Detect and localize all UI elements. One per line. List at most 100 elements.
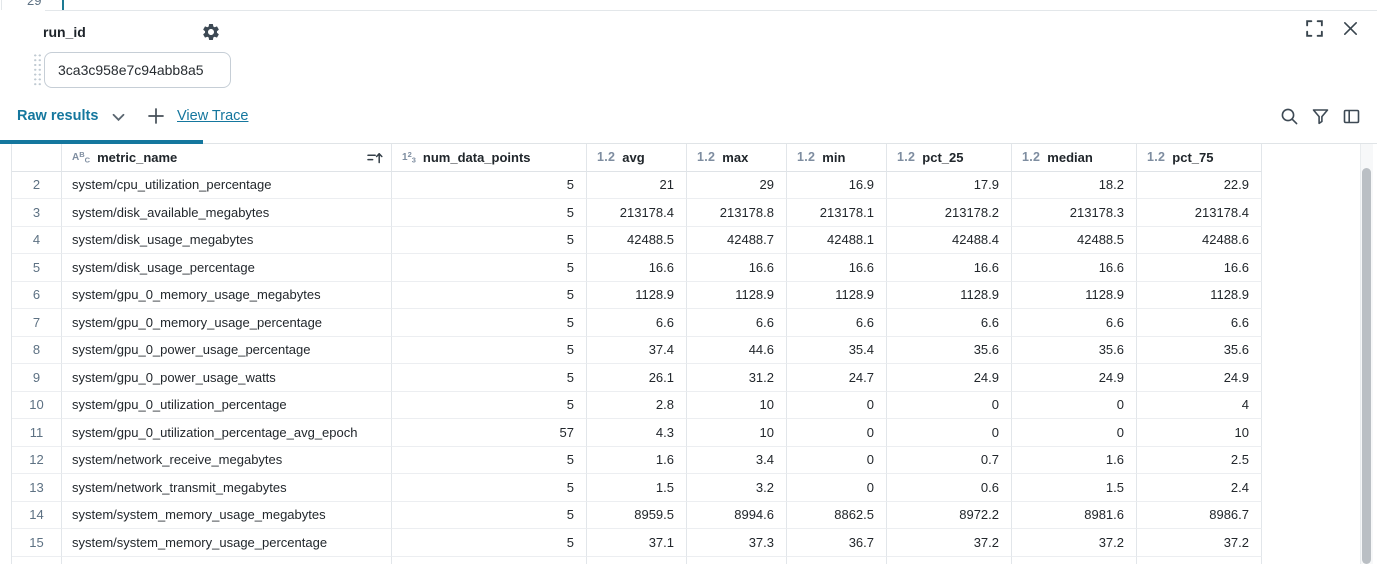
cell-pct-25[interactable]: 0 (887, 419, 1012, 447)
cell-min[interactable]: 16.9 (787, 171, 887, 199)
cell-avg[interactable]: 8959.5 (587, 501, 687, 529)
cell-pct-25[interactable]: 37.2 (887, 529, 1012, 557)
cell-pct-75[interactable]: 6.6 (1137, 309, 1262, 337)
cell-median[interactable]: 8981.6 (1012, 501, 1137, 529)
column-header-row-number[interactable] (12, 144, 62, 172)
tab-raw-results[interactable]: Raw results (17, 108, 98, 124)
cell-min[interactable]: 42488.1 (787, 226, 887, 254)
cell-min[interactable]: 24.7 (787, 364, 887, 392)
cell-max[interactable]: 6.6 (687, 309, 787, 337)
cell-max[interactable]: 213178.8 (687, 199, 787, 227)
cell-avg[interactable]: 42488.5 (587, 226, 687, 254)
row-number[interactable]: 11 (12, 419, 62, 447)
row-number[interactable]: 6 (12, 281, 62, 309)
settings-button[interactable] (201, 22, 221, 42)
cell-max[interactable]: 42488.7 (687, 226, 787, 254)
cell-median[interactable]: 35.6 (1012, 336, 1137, 364)
cell-min[interactable] (787, 556, 887, 564)
cell-num-data-points[interactable] (392, 556, 587, 564)
cell-num-data-points[interactable]: 5 (392, 391, 587, 419)
cell-metric-name[interactable]: system/system_memory_usage_megabytes (62, 501, 392, 529)
row-number[interactable]: 10 (12, 391, 62, 419)
run-id-input[interactable] (44, 52, 231, 88)
cell-metric-name[interactable]: system/gpu_0_utilization_percentage_avg_… (62, 419, 392, 447)
cell-num-data-points[interactable]: 5 (392, 281, 587, 309)
cell-metric-name[interactable]: system/network_receive_megabytes (62, 446, 392, 474)
cell-pct-25[interactable] (887, 556, 1012, 564)
cell-metric-name[interactable]: system/gpu_0_memory_usage_percentage (62, 309, 392, 337)
cell-pct-25[interactable]: 42488.4 (887, 226, 1012, 254)
cell-pct-25[interactable]: 213178.2 (887, 199, 1012, 227)
cell-max[interactable]: 37.3 (687, 529, 787, 557)
cell-num-data-points[interactable]: 5 (392, 446, 587, 474)
cell-avg[interactable]: 213178.4 (587, 199, 687, 227)
cell-metric-name[interactable]: system/gpu_0_utilization_percentage (62, 391, 392, 419)
cell-pct-75[interactable]: 24.9 (1137, 364, 1262, 392)
cell-avg[interactable]: 1.6 (587, 446, 687, 474)
cell-avg[interactable]: 16.6 (587, 254, 687, 282)
column-header-avg[interactable]: 1.2 avg (587, 144, 687, 172)
column-header-min[interactable]: 1.2 min (787, 144, 887, 172)
cell-max[interactable]: 10 (687, 419, 787, 447)
cell-pct-75[interactable]: 1128.9 (1137, 281, 1262, 309)
cell-pct-25[interactable]: 35.6 (887, 336, 1012, 364)
cell-pct-75[interactable]: 42488.6 (1137, 226, 1262, 254)
cell-max[interactable]: 44.6 (687, 336, 787, 364)
cell-median[interactable]: 6.6 (1012, 309, 1137, 337)
cell-max[interactable] (687, 556, 787, 564)
row-number[interactable]: 2 (12, 171, 62, 199)
cell-median[interactable]: 18.2 (1012, 171, 1137, 199)
cell-pct-75[interactable]: 10 (1137, 419, 1262, 447)
cell-metric-name[interactable]: system/gpu_0_power_usage_percentage (62, 336, 392, 364)
cell-num-data-points[interactable]: 5 (392, 309, 587, 337)
cell-max[interactable]: 1128.9 (687, 281, 787, 309)
cell-num-data-points[interactable]: 5 (392, 171, 587, 199)
cell-min[interactable]: 0 (787, 419, 887, 447)
cell-median[interactable]: 24.9 (1012, 364, 1137, 392)
cell-metric-name[interactable]: system/system_memory_usage_percentage (62, 529, 392, 557)
cell-avg[interactable]: 37.4 (587, 336, 687, 364)
cell-pct-75[interactable]: 35.6 (1137, 336, 1262, 364)
cell-pct-75[interactable]: 2.5 (1137, 446, 1262, 474)
cell-min[interactable]: 0 (787, 391, 887, 419)
cell-min[interactable]: 1128.9 (787, 281, 887, 309)
cell-metric-name[interactable]: system/cpu_utilization_percentage (62, 171, 392, 199)
cell-pct-25[interactable]: 8972.2 (887, 501, 1012, 529)
column-header-median[interactable]: 1.2 median (1012, 144, 1137, 172)
cell-pct-75[interactable]: 37.2 (1137, 529, 1262, 557)
cell-metric-name[interactable]: system/network_transmit_megabytes (62, 474, 392, 502)
cell-avg[interactable]: 1.5 (587, 474, 687, 502)
row-number[interactable]: 3 (12, 199, 62, 227)
search-button[interactable] (1280, 107, 1299, 126)
cell-min[interactable]: 213178.1 (787, 199, 887, 227)
column-header-max[interactable]: 1.2 max (687, 144, 787, 172)
cell-median[interactable]: 1128.9 (1012, 281, 1137, 309)
cell-metric-name[interactable]: system/disk_usage_megabytes (62, 226, 392, 254)
row-number[interactable]: 12 (12, 446, 62, 474)
cell-metric-name[interactable] (62, 556, 392, 564)
cell-median[interactable]: 16.6 (1012, 254, 1137, 282)
cell-pct-25[interactable]: 6.6 (887, 309, 1012, 337)
cell-max[interactable]: 31.2 (687, 364, 787, 392)
tab-dropdown-button[interactable] (112, 113, 125, 122)
cell-pct-25[interactable]: 0.7 (887, 446, 1012, 474)
cell-pct-75[interactable] (1137, 556, 1262, 564)
cell-min[interactable]: 8862.5 (787, 501, 887, 529)
cell-avg[interactable] (587, 556, 687, 564)
expand-button[interactable] (1304, 18, 1325, 39)
cell-metric-name[interactable]: system/gpu_0_memory_usage_megabytes (62, 281, 392, 309)
cell-num-data-points[interactable]: 5 (392, 199, 587, 227)
close-button[interactable] (1341, 19, 1360, 38)
cell-median[interactable]: 0 (1012, 419, 1137, 447)
row-number[interactable]: 14 (12, 501, 62, 529)
cell-max[interactable]: 16.6 (687, 254, 787, 282)
cell-avg[interactable]: 1128.9 (587, 281, 687, 309)
cell-avg[interactable]: 26.1 (587, 364, 687, 392)
row-number[interactable]: 9 (12, 364, 62, 392)
cell-pct-25[interactable]: 1128.9 (887, 281, 1012, 309)
cell-median[interactable]: 1.6 (1012, 446, 1137, 474)
cell-num-data-points[interactable]: 5 (392, 364, 587, 392)
cell-pct-75[interactable]: 16.6 (1137, 254, 1262, 282)
cell-min[interactable]: 36.7 (787, 529, 887, 557)
